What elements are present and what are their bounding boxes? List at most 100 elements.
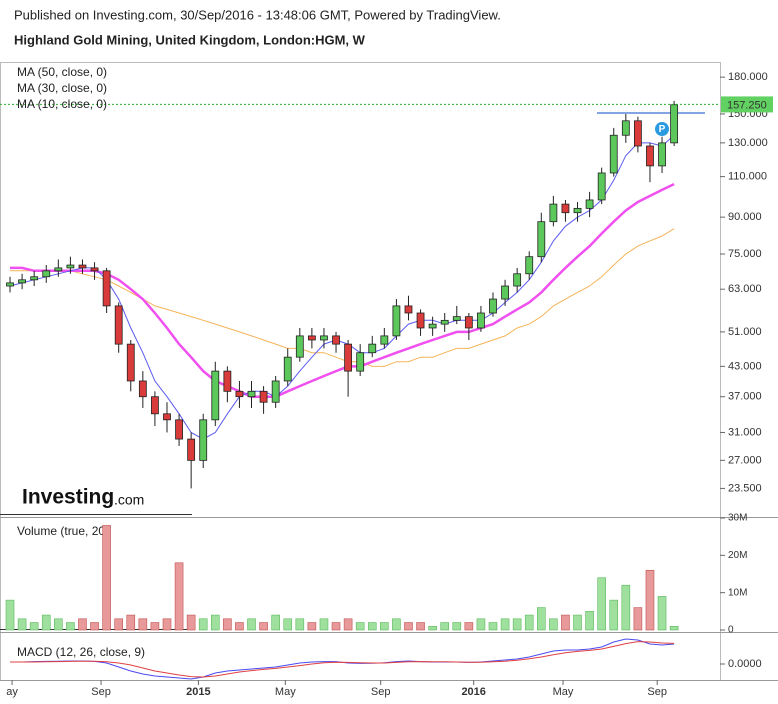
x-tick-label: May xyxy=(275,686,296,698)
candle-body xyxy=(138,380,147,398)
candle-body xyxy=(199,419,208,461)
chart-title: Highland Gold Mining, United Kingdom, Lo… xyxy=(14,32,366,47)
x-tick-label: ay xyxy=(6,686,18,698)
candle-body xyxy=(513,273,522,287)
volume-bar xyxy=(621,584,631,631)
candle-body xyxy=(6,282,14,287)
volume-bar xyxy=(29,622,39,631)
candle-body xyxy=(30,276,39,281)
volume-bar xyxy=(271,614,280,631)
volume-bar xyxy=(645,569,655,631)
legend-entry: MA (30, close, 0) xyxy=(17,81,107,95)
volume-bar xyxy=(41,614,51,631)
candle-body xyxy=(573,207,582,214)
candle-body xyxy=(66,264,75,269)
y-tick-label: 0.0000 xyxy=(728,658,762,670)
legend-entry: MA (50, close, 0) xyxy=(17,65,107,79)
candle-body xyxy=(646,145,654,167)
candle-body xyxy=(211,370,220,421)
candle-body xyxy=(114,305,123,345)
logo: Investing xyxy=(22,486,114,509)
candle-body xyxy=(501,285,509,300)
header: Published on Investing.com, 30/Sep/2016 … xyxy=(14,7,501,22)
y-tick-label: 37.000 xyxy=(728,391,762,403)
y-tick-label: 27.000 xyxy=(728,454,762,466)
volume-bar xyxy=(392,618,401,631)
volume-bar xyxy=(247,618,256,631)
volume-bar xyxy=(210,614,220,631)
volume-bar xyxy=(235,622,244,631)
volume-bar xyxy=(259,622,268,631)
candle-body xyxy=(621,120,630,136)
candle-body xyxy=(235,390,244,398)
candle-body xyxy=(54,267,63,272)
candle-body xyxy=(259,390,268,403)
y-tick-label: 130.000 xyxy=(728,137,768,149)
candle-body xyxy=(247,390,256,398)
volume-bar xyxy=(380,622,389,631)
macd-line xyxy=(10,641,675,678)
volume-bar xyxy=(452,622,462,631)
volume-bar xyxy=(464,622,474,631)
candle-body xyxy=(416,312,425,329)
candle-body xyxy=(380,335,389,345)
event-marker-label: P xyxy=(659,124,666,135)
volume-bar xyxy=(17,618,27,631)
volume-bar xyxy=(597,577,606,631)
candle-body xyxy=(464,316,473,329)
volume-bar xyxy=(657,596,667,631)
event-marker[interactable] xyxy=(655,122,669,136)
candle-body xyxy=(163,413,171,421)
volume-bar xyxy=(585,611,594,631)
candle-body xyxy=(670,104,679,144)
volume-bar xyxy=(295,618,305,631)
volume-bar xyxy=(331,622,341,631)
candle-body xyxy=(295,335,304,358)
volume-bar xyxy=(669,625,679,631)
ma-line xyxy=(9,134,675,440)
x-tick-label: Sep xyxy=(647,686,667,698)
volume-legend: Volume (true, 20) xyxy=(17,524,109,538)
x-tick-label: Sep xyxy=(371,686,391,698)
volume-bar xyxy=(5,599,15,631)
y-tick-label: 90.000 xyxy=(728,211,762,223)
y-tick-label: 180.000 xyxy=(728,71,768,83)
candle-body xyxy=(320,335,328,341)
volume-bar xyxy=(416,622,425,631)
y-tick-label: 51.000 xyxy=(728,326,762,338)
candle-body xyxy=(42,270,51,278)
volume-bar xyxy=(198,618,208,631)
candle-body xyxy=(440,319,449,325)
volume-bar xyxy=(102,525,111,631)
candle-body xyxy=(344,343,353,372)
candle-body xyxy=(271,380,280,403)
candle-body xyxy=(332,335,340,345)
candle-body xyxy=(537,221,546,258)
y-tick-label: 31.000 xyxy=(728,426,762,438)
candle-body xyxy=(356,352,365,372)
volume-bar xyxy=(428,625,437,631)
candle-body xyxy=(452,316,461,321)
candle-body xyxy=(187,438,196,461)
candle-body xyxy=(18,279,26,284)
candle-body xyxy=(78,264,87,269)
candle-body xyxy=(585,199,594,209)
y-tick-label: 10M xyxy=(728,587,747,598)
volume-bar xyxy=(404,622,413,631)
volume-bar xyxy=(536,607,546,631)
volume-bar xyxy=(367,622,377,631)
volume-bar xyxy=(90,622,99,631)
ma-line xyxy=(10,182,675,398)
y-tick-label: 30M xyxy=(728,513,747,524)
volume-bar xyxy=(440,622,450,631)
volume-bar xyxy=(54,618,63,631)
volume-bar xyxy=(162,618,172,631)
volume-bar xyxy=(488,622,498,631)
candle-body xyxy=(597,172,606,201)
y-tick-label: 20M xyxy=(728,550,747,561)
last-price-label: 157.250 xyxy=(727,99,767,111)
volume-bar xyxy=(174,562,184,631)
candle-body xyxy=(223,370,232,392)
y-tick-label: 43.000 xyxy=(728,360,762,372)
candle-body xyxy=(525,256,534,275)
